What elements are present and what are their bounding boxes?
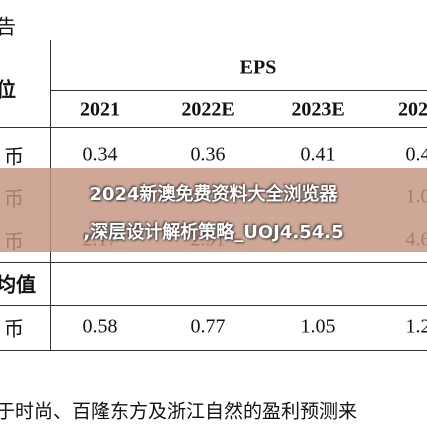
cell: 0.58 <box>82 315 118 338</box>
column-header: 2024 <box>398 98 427 121</box>
cell: 0.36 <box>190 143 226 166</box>
unit-label: 位 <box>0 79 16 102</box>
section-label: 均值 <box>0 274 36 297</box>
cell: 1.2 <box>405 315 427 338</box>
group-header: EPS <box>239 56 277 79</box>
column-header: 2022E <box>181 98 235 121</box>
cell: 0.77 <box>190 315 226 338</box>
top-label: 告 <box>0 16 16 39</box>
row-label: 币 <box>4 318 24 341</box>
overlay-text: ,深层设计解析策略_UOJ4.54.5 <box>83 222 344 243</box>
cell: 0.4 <box>405 143 427 166</box>
cell: 1.05 <box>300 315 336 338</box>
rule <box>0 305 427 306</box>
footnote: 于时尚、百隆东方及浙江自然的盈利预测来 <box>0 400 358 423</box>
overlay-text: 2024新澳免费资料大全浏览器 <box>89 184 338 205</box>
cell: 0.41 <box>300 143 336 166</box>
rule <box>50 90 427 91</box>
overlay-banner: 2024新澳免费资料大全浏览器 ,深层设计解析策略_UOJ4.54.5 <box>0 168 427 252</box>
rule <box>0 262 427 263</box>
column-header: 2023E <box>291 98 345 121</box>
cell: 0.34 <box>82 143 118 166</box>
rule <box>0 127 427 128</box>
column-header: 2021 <box>80 98 120 121</box>
row-label: 币 <box>4 146 24 169</box>
rule <box>0 350 427 351</box>
